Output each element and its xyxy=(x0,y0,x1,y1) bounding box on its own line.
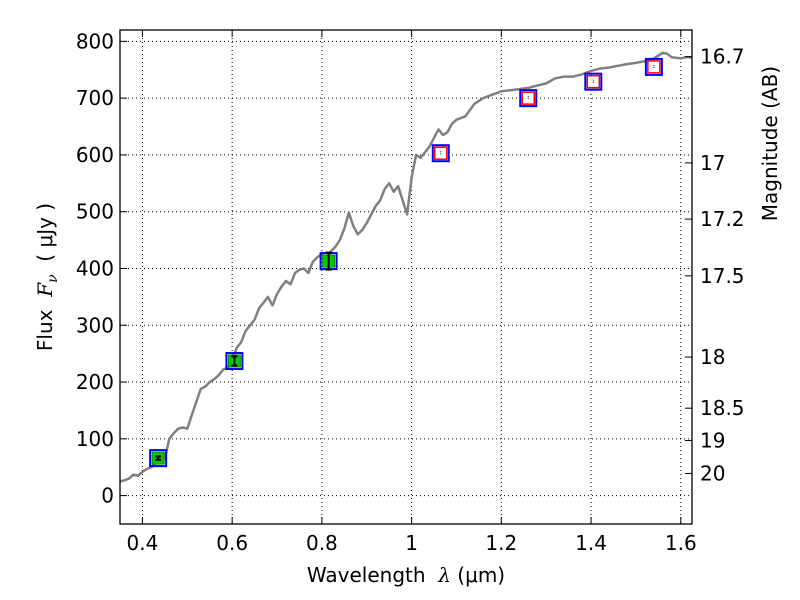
y2-tick-label: 19 xyxy=(700,429,725,453)
spectrum-series xyxy=(119,51,692,483)
plot-frame xyxy=(119,29,693,525)
axis-ticks: 0.4 0.6 0.8 1 1.2 1.4 1.6 0 100 200 300 400 500 600 70… xyxy=(76,29,745,555)
model-flux-marker xyxy=(584,72,603,91)
x-axis-label: Wavelength λ (μm) xyxy=(307,563,505,587)
model-flux-marker xyxy=(225,352,244,371)
model-flux-marker xyxy=(149,449,168,468)
y2-tick-label: 20 xyxy=(700,461,725,485)
y-tick-label: 0 xyxy=(101,484,114,508)
x-tick-label: 0.4 xyxy=(127,531,159,555)
model-flux-marker xyxy=(519,89,538,108)
x-tick-label: 1 xyxy=(405,531,418,555)
y2-tick-label: 18.5 xyxy=(700,396,745,420)
x-tick-label: 1.4 xyxy=(575,531,607,555)
y-tick-label: 100 xyxy=(76,427,114,451)
x-tick-label: 0.8 xyxy=(306,531,338,555)
y2-tick-label: 17.2 xyxy=(700,207,745,231)
x-tick-label: 1.2 xyxy=(485,531,517,555)
y-tick-label: 200 xyxy=(76,370,114,394)
x-tick-label: 1.6 xyxy=(665,531,697,555)
y-tick-label: 800 xyxy=(76,29,114,53)
x-tick-label: 0.6 xyxy=(216,531,248,555)
y-axis-label: Flux Fν ( μJy ) xyxy=(33,203,61,351)
y-tick-label: 500 xyxy=(76,200,114,224)
model-flux-marker xyxy=(644,57,663,76)
y-tick-label: 300 xyxy=(76,313,114,337)
y2-tick-label: 16.7 xyxy=(700,45,745,69)
y-tick-label: 400 xyxy=(76,256,114,280)
y2-tick-label: 18 xyxy=(700,345,725,369)
model-flux-marker xyxy=(431,144,450,163)
y-tick-label: 700 xyxy=(76,86,114,110)
photometry-points xyxy=(149,57,663,468)
y2-axis-label: Magnitude (AB) xyxy=(758,66,782,221)
y2-tick-label: 17.5 xyxy=(700,264,745,288)
y2-tick-label: 17 xyxy=(700,151,725,175)
grid-lines xyxy=(120,30,692,524)
y-tick-label: 600 xyxy=(76,143,114,167)
spectrum-line xyxy=(119,51,692,483)
